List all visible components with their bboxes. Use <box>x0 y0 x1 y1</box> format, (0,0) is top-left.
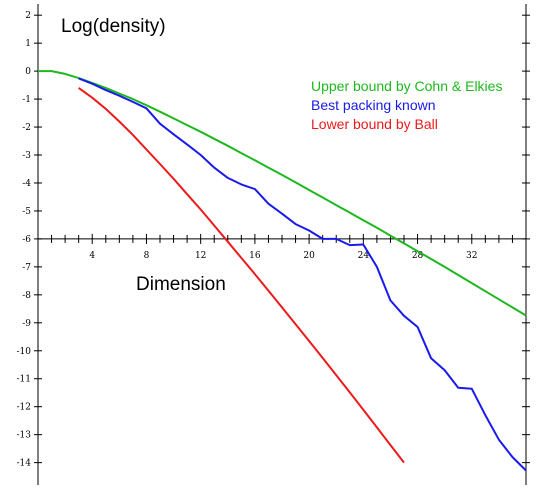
y-tick-label: 2 <box>25 11 31 21</box>
y-tick-label: 0 <box>25 67 31 77</box>
y-tick-label: -3 <box>22 151 31 161</box>
x-tick-label: 28 <box>412 251 424 261</box>
x-tick-label: 16 <box>249 251 261 261</box>
x-tick-label: 12 <box>195 251 206 261</box>
legend-entry-best-packing: Best packing known <box>311 97 436 113</box>
y-tick-label: -6 <box>22 235 31 245</box>
x-tick-label: 32 <box>466 251 477 261</box>
legend-entry-upper-bound: Upper bound by Cohn & Elkies <box>311 78 502 94</box>
lower-bound-line <box>78 87 405 464</box>
y-axis-label: Log(density) <box>61 16 166 37</box>
y-tick-label: 1 <box>25 39 31 49</box>
y-tick-label: -9 <box>22 319 31 329</box>
x-tick-label: 24 <box>358 251 370 261</box>
upper-bound-line <box>38 70 527 317</box>
x-tick-label: 4 <box>89 251 95 261</box>
y-tick-label: -11 <box>17 375 32 385</box>
y-tick-label: -13 <box>17 431 32 441</box>
x-axis-label: Dimension <box>136 274 226 295</box>
y-tick-label: -14 <box>17 459 32 469</box>
y-tick-label: -5 <box>22 207 31 217</box>
y-tick-label: -2 <box>22 123 31 133</box>
y-tick-label: -10 <box>17 347 32 357</box>
y-tick-label: -7 <box>22 263 31 273</box>
y-tick-label: -8 <box>22 291 31 301</box>
best-packing-line <box>78 77 527 472</box>
legend: Upper bound by Cohn & Elkies Best packin… <box>311 78 502 132</box>
y-tick-label: -1 <box>22 95 31 105</box>
y-tick-label: -4 <box>22 179 31 189</box>
legend-entry-lower-bound: Lower bound by Ball <box>311 116 438 132</box>
x-tick-label: 8 <box>144 251 150 261</box>
axes: 2 1 0 -1 -2 -3 -4 -5 -6 -7 -8 -9 -10 -11 -12 -13 -14 4 8 12… <box>17 4 530 485</box>
x-tick-label: 20 <box>303 251 315 261</box>
y-tick-label: -12 <box>17 403 32 413</box>
series-group <box>38 70 527 472</box>
